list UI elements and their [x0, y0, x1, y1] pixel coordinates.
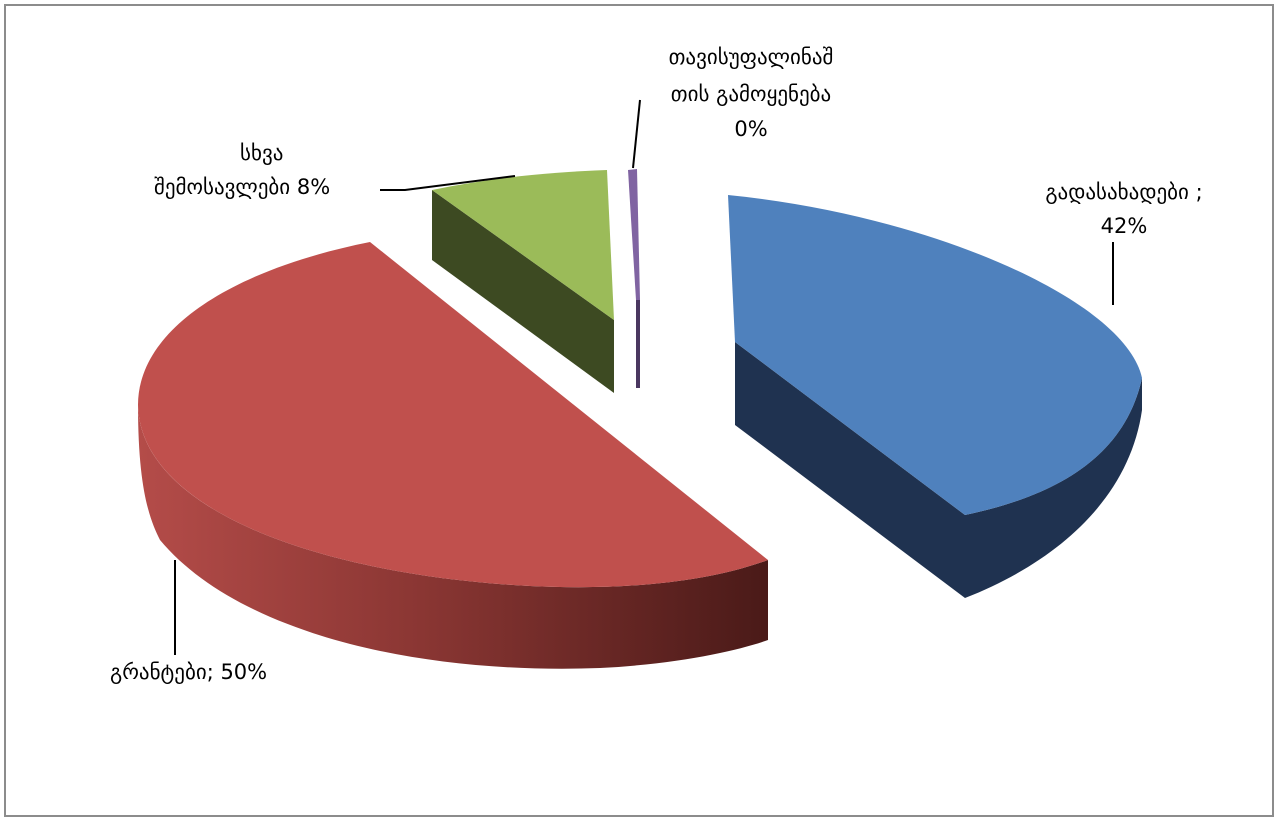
label-free-balance-line2: თის გამოყენება [671, 82, 831, 106]
label-free-balance-value: 0% [734, 117, 767, 141]
slice-grants [138, 242, 768, 669]
slice-taxes-top [728, 195, 1142, 515]
label-free-balance-line1: თავისუფალინაშ [669, 45, 834, 69]
slice-taxes [728, 195, 1142, 598]
leader-line-free-balance [632, 99, 641, 169]
label-grants: გრანტები; 50% [110, 660, 267, 684]
leader-line-other [380, 175, 516, 191]
slice-other [432, 170, 614, 393]
slice-grants-side [138, 405, 768, 669]
slice-free-balance-side [636, 300, 640, 388]
slice-other-side [432, 190, 614, 393]
slice-taxes-side [735, 342, 1142, 598]
slice-grants-top [138, 242, 768, 588]
slice-free-balance-top [628, 169, 640, 300]
slice-free-balance [628, 169, 640, 388]
label-other-name: სხვა [240, 141, 283, 165]
label-taxes-name: გადასახადები ; [1045, 180, 1202, 204]
label-other-value: შემოსავლები 8% [154, 175, 330, 199]
label-taxes-value: 42% [1101, 214, 1148, 238]
slice-other-top [432, 170, 614, 320]
